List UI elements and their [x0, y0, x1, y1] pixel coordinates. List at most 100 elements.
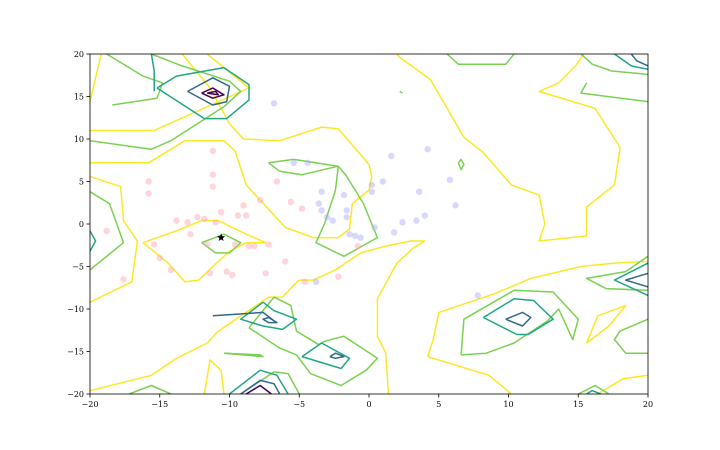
scatter-point — [357, 234, 364, 241]
scatter-point — [223, 268, 230, 275]
contour-line-level-2 — [624, 272, 648, 288]
contour-line-level-5 — [203, 359, 225, 394]
scatter-point — [388, 152, 395, 160]
scatter-point — [379, 178, 387, 185]
scatter-point — [257, 197, 264, 204]
scatter-point — [145, 178, 152, 185]
contour-line-level-5 — [142, 219, 267, 283]
scatter-point — [287, 198, 295, 206]
x-axis: −20 −15 −10 −5 0 5 10 15 20 — [82, 394, 653, 409]
scatter-point — [315, 200, 322, 207]
scatter-point — [251, 242, 258, 250]
scatter-point — [368, 188, 375, 195]
contour-line-level-1 — [201, 87, 225, 99]
contour-line-level-4 — [446, 54, 515, 65]
contour-line-level-4 — [315, 165, 379, 258]
scatter-point — [167, 266, 175, 274]
contour-line-level-3 — [614, 54, 648, 71]
contour-line-level-3 — [229, 369, 289, 394]
x-tick-label: −15 — [151, 400, 168, 409]
contour-line-level-4 — [577, 384, 610, 394]
scatter-point — [343, 214, 350, 221]
scatter-point — [323, 214, 331, 221]
scatter-point — [145, 190, 152, 197]
scatter-point — [209, 147, 216, 155]
scatter-point — [187, 231, 194, 238]
x-tick-label: 5 — [436, 400, 441, 409]
contour-line-level-5 — [90, 175, 139, 303]
scatter-point — [243, 212, 250, 219]
contour-line-level-2 — [505, 311, 532, 327]
contour-line-level-5 — [426, 260, 648, 357]
scatter-point — [474, 292, 481, 299]
scatter-point — [201, 215, 208, 223]
contour-line-level-5 — [90, 54, 102, 102]
y-tick-label: −20 — [67, 390, 84, 399]
scatter-point — [413, 217, 420, 224]
y-tick-label: −10 — [67, 305, 84, 314]
x-tick-label: −5 — [293, 400, 305, 409]
star-marker — [217, 233, 226, 241]
contour-line-level-4 — [248, 296, 379, 387]
y-tick-label: 0 — [79, 220, 84, 229]
scatter-point — [217, 208, 225, 216]
y-tick-label: 15 — [74, 93, 84, 102]
scatter-point — [262, 270, 269, 277]
contour-line-level-4 — [128, 384, 172, 394]
scatter-point — [204, 241, 211, 248]
scatter-point — [318, 207, 325, 214]
scatter-point — [416, 188, 423, 195]
scatter-point — [209, 171, 216, 178]
scatter-point — [368, 181, 375, 189]
contour-line-level-4 — [585, 255, 648, 292]
x-tick-label: 20 — [643, 400, 653, 409]
contour-line-level-3 — [150, 54, 155, 92]
contour-line-level-4 — [613, 318, 648, 354]
scatter-point — [399, 219, 406, 226]
scatter-point — [209, 183, 216, 190]
y-tick-label: 10 — [74, 135, 84, 144]
scatter-point — [156, 254, 163, 262]
scatter-point — [240, 202, 247, 209]
contour-line-level-2 — [262, 316, 278, 324]
scatter-point — [329, 217, 336, 224]
contour-line-level-4 — [580, 54, 648, 76]
scatter-point — [103, 227, 110, 234]
contour-line-level-4 — [460, 289, 580, 356]
contour-line-level-5 — [597, 374, 648, 394]
contour-line-level-5 — [90, 54, 373, 239]
scatter-point — [229, 271, 236, 279]
scatter-point — [335, 273, 342, 280]
scatter-point — [354, 242, 361, 250]
scatter-point — [184, 219, 191, 226]
scatter-point — [421, 212, 428, 219]
scatter-point — [346, 231, 353, 238]
scatter-point — [231, 241, 239, 248]
scatter-point — [318, 188, 325, 195]
contour-line-level-3 — [156, 66, 250, 120]
scatter-point — [351, 232, 359, 240]
x-tick-label: −10 — [221, 400, 238, 409]
scatter-point — [452, 202, 459, 209]
x-tick-label: 15 — [573, 400, 583, 409]
scatter-point — [446, 176, 454, 183]
x-tick-label: 0 — [366, 400, 371, 409]
scatter-point — [424, 146, 431, 153]
contour-line-level-4 — [457, 158, 465, 171]
contour-line-level-1 — [245, 384, 272, 394]
y-tick-label: 20 — [74, 50, 84, 59]
scatter-point — [301, 278, 308, 285]
y-tick-label: −15 — [67, 348, 84, 357]
scatter-point — [290, 159, 297, 166]
scatter-point — [371, 224, 378, 231]
scatter-point — [212, 219, 219, 226]
contour-line-level-2 — [329, 352, 345, 360]
x-tick-label: −20 — [82, 400, 99, 409]
contour-line-level-5 — [427, 355, 512, 394]
contour-line-level-4 — [399, 90, 403, 94]
scatter-point — [273, 178, 281, 185]
scatter-point — [270, 100, 278, 107]
scatter-point — [312, 278, 320, 285]
contour-line-level-4 — [223, 352, 264, 358]
